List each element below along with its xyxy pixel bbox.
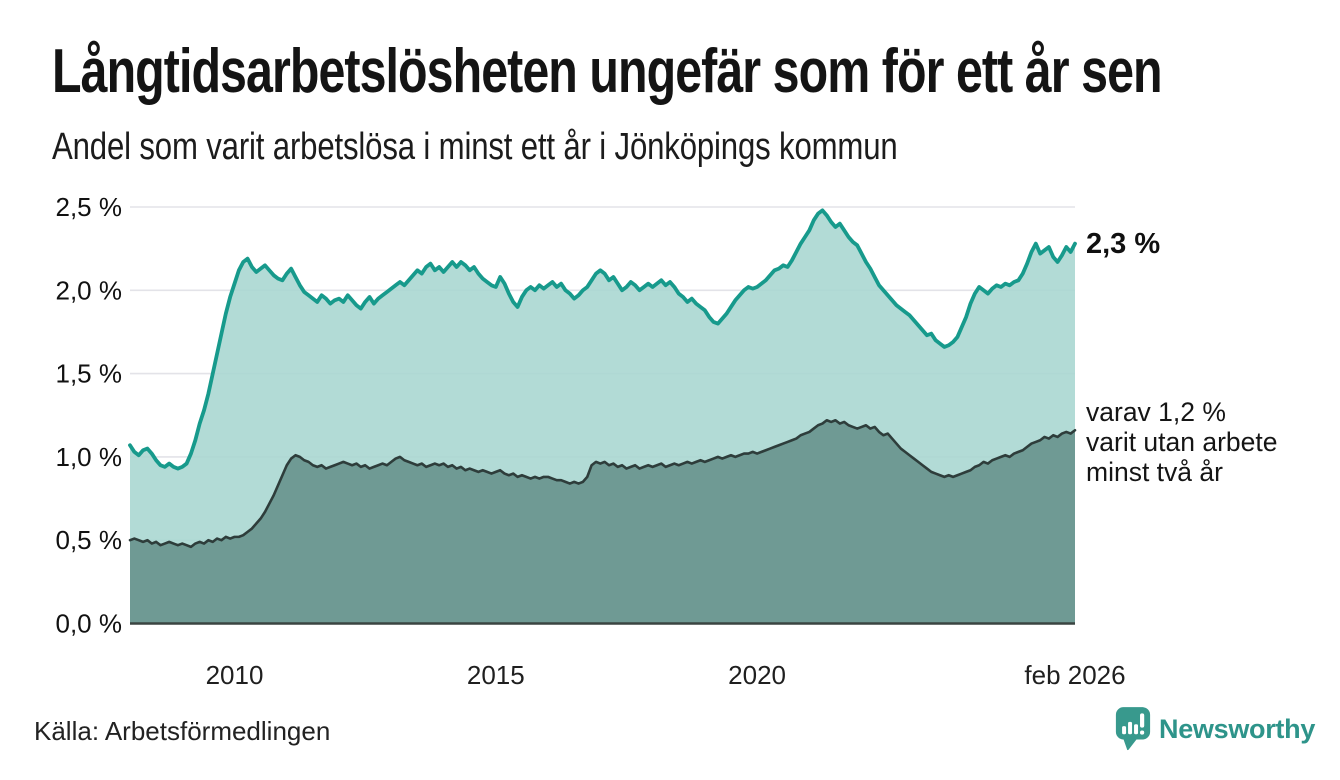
x-axis-tick-label: 2015 bbox=[467, 660, 525, 690]
series-line-minst-ett-ar bbox=[128, 208, 1077, 471]
y-axis-tick-label: 2,5 % bbox=[56, 192, 123, 222]
end-value-label-secondary-line1: varav 1,2 % bbox=[1086, 397, 1226, 427]
end-value-label-secondary-line2: varit utan arbete bbox=[1086, 427, 1278, 457]
series-area-minst-tva-ar bbox=[130, 420, 1075, 624]
y-axis-tick-label: 1,5 % bbox=[56, 359, 123, 389]
x-axis-tick-label: 2010 bbox=[206, 660, 264, 690]
newsworthy-wordmark: Newsworthy bbox=[1159, 714, 1316, 744]
series-line-minst-tva-ar bbox=[128, 418, 1077, 549]
newsworthy-speech-bubble-chart-icon bbox=[1114, 706, 1152, 758]
newsworthy-logo[interactable]: Newsworthy bbox=[1114, 706, 1315, 758]
chart-title: Långtidsarbetslösheten ungefär som för e… bbox=[52, 37, 1163, 106]
x-axis-tick-label: feb 2026 bbox=[1024, 660, 1125, 690]
x-axis-tick-label: 2020 bbox=[728, 660, 786, 690]
end-value-label-secondary-line3: minst två år bbox=[1086, 457, 1223, 487]
end-value-label-total: 2,3 % bbox=[1086, 228, 1161, 260]
source-attribution: Källa: Arbetsförmedlingen bbox=[34, 716, 331, 746]
chart-subtitle: Andel som varit arbetslösa i minst ett å… bbox=[52, 126, 898, 168]
y-axis-tick-label: 2,0 % bbox=[56, 275, 123, 305]
y-axis-tick-label: 1,0 % bbox=[56, 442, 123, 472]
y-axis-tick-label: 0,0 % bbox=[56, 609, 123, 639]
y-axis-tick-label: 0,5 % bbox=[56, 525, 123, 555]
end-value-label-secondary: varav 1,2 % varit utan arbete minst två … bbox=[1086, 397, 1278, 487]
